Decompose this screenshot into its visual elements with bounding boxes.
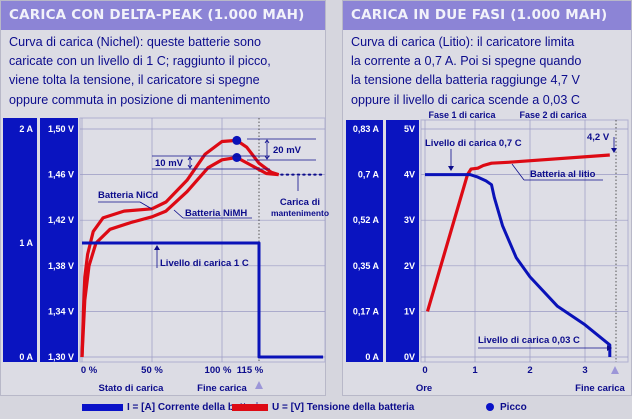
left-description: Curva di carica (Nichel): queste batteri… bbox=[9, 33, 271, 110]
legend-voltage-label: U = [V] Tensione della batteria bbox=[272, 402, 415, 413]
phase2-label: Fase 2 di carica bbox=[519, 110, 587, 120]
arrow-down-icon bbox=[448, 166, 454, 171]
label-10mv: 10 mV bbox=[155, 158, 184, 169]
left-end-label: Fine carica bbox=[197, 383, 247, 394]
desc-line: la tensione della batteria raggiunge 4,7… bbox=[351, 73, 580, 88]
current-tick-label: 0,52 A bbox=[353, 215, 380, 225]
current-tick-label: 0,7 A bbox=[358, 170, 380, 180]
current-tick-label: 0 A bbox=[19, 352, 33, 362]
current-tick-label: 0,35 A bbox=[353, 261, 380, 271]
right-title: CARICA IN DUE FASI (1.000 MAH) bbox=[343, 1, 631, 30]
label-level-003c: Livello di carica 0,03 C bbox=[478, 335, 580, 346]
right-end-label: Fine carica bbox=[575, 383, 625, 394]
left-xlabel: Stato di carica bbox=[99, 383, 165, 394]
current-axis-band bbox=[346, 120, 383, 362]
voltage-tick-label: 3V bbox=[404, 215, 415, 225]
current-axis-band bbox=[3, 118, 37, 362]
desc-line: la corrente a 0,7 A. Poi si spegne quand… bbox=[351, 54, 582, 69]
double-arrow-icon bbox=[264, 139, 270, 160]
x-tick-label: 50 % bbox=[141, 365, 163, 376]
voltage-tick-label: 1,38 V bbox=[48, 261, 74, 271]
peak-point bbox=[232, 153, 242, 162]
delta-peak-chart: 1,50 V 1,46 V 1,42 V 1,38 V 1,34 V 1,30 V 2 A 1… bbox=[3, 117, 326, 376]
desc-line: Curva di carica (Litio): il caricatore l… bbox=[351, 35, 575, 49]
x-tick-label: 0 bbox=[422, 365, 427, 376]
voltage-tick-label: 1,34 V bbox=[48, 306, 74, 316]
voltage-tick-label: 1,30 V bbox=[48, 352, 74, 362]
series-voltage-line bbox=[80, 155, 279, 358]
right-xlabel: Ore bbox=[416, 383, 432, 394]
current-tick-label: 0 A bbox=[365, 352, 379, 362]
label-maintenance-2: mantenimento bbox=[271, 208, 329, 218]
label-nicd: Batteria NiCd bbox=[98, 190, 158, 201]
label-lithium: Batteria al litio bbox=[530, 169, 596, 180]
x-tick-label: 1 bbox=[472, 365, 478, 376]
x-tick-label: 2 bbox=[527, 365, 532, 376]
end-triangle-icon bbox=[611, 366, 619, 374]
x-tick-label: 3 bbox=[582, 365, 587, 376]
voltage-tick-label: 5V bbox=[404, 124, 415, 134]
arrow-up-icon bbox=[154, 245, 160, 250]
label-maintenance-1: Carica di bbox=[280, 197, 320, 208]
series-current-line bbox=[82, 241, 324, 359]
current-tick-label: 1 A bbox=[19, 238, 33, 248]
legend-voltage-swatch bbox=[232, 404, 268, 411]
label-nimh: Batteria NiMH bbox=[185, 208, 247, 219]
desc-line: Curva di carica (Nichel): queste batteri… bbox=[9, 35, 261, 49]
series-voltage-line bbox=[80, 138, 280, 358]
voltage-tick-label: 1,46 V bbox=[48, 170, 74, 180]
legend-current-swatch bbox=[82, 404, 123, 411]
peak-point bbox=[232, 135, 242, 145]
legend-peak-label: Picco bbox=[500, 402, 527, 413]
desc-line: oppure commuta in posizione di mantenime… bbox=[9, 92, 271, 107]
current-tick-label: 2 A bbox=[19, 124, 33, 134]
right-description: Curva di carica (Litio): il caricatore l… bbox=[351, 33, 581, 110]
voltage-tick-label: 1,42 V bbox=[48, 215, 74, 225]
voltage-axis-band bbox=[386, 120, 419, 362]
current-tick-label: 0,17 A bbox=[353, 306, 380, 316]
left-title: CARICA CON DELTA-PEAK (1.000 MAH) bbox=[1, 1, 325, 30]
arrow-down-icon bbox=[611, 148, 617, 153]
label-4-2v: 4,2 V bbox=[587, 132, 610, 143]
legend: I = [A] Corrente della batteria U = [V] … bbox=[0, 402, 632, 416]
voltage-tick-label: 1,50 V bbox=[48, 124, 74, 134]
voltage-tick-label: 1V bbox=[404, 306, 415, 316]
x-tick-label: 100 % bbox=[205, 365, 232, 376]
annotations: Batteria NiCd Batteria NiMH Livello di c… bbox=[98, 110, 626, 394]
desc-line: caricate con un livello di 1 C; raggiunt… bbox=[9, 54, 271, 69]
x-tick-label: 115 % bbox=[237, 365, 264, 376]
voltage-axis-band bbox=[40, 118, 78, 362]
end-triangle-icon bbox=[255, 381, 263, 389]
arrow-right-icon bbox=[607, 345, 612, 351]
desc-line: oppure il livello di carica scende a 0,0… bbox=[351, 92, 580, 107]
double-arrow-icon bbox=[187, 156, 193, 169]
legend-current-label: I = [A] Corrente della batteria bbox=[127, 402, 264, 413]
label-20mv: 20 mV bbox=[273, 145, 302, 156]
x-tick-label: 0 % bbox=[81, 365, 98, 376]
label-level-07c: Livello di carica 0,7 C bbox=[425, 138, 522, 149]
desc-line: viene tolta la tensione, il caricatore s… bbox=[9, 73, 260, 88]
voltage-tick-label: 4V bbox=[404, 170, 415, 180]
current-tick-label: 0,83 A bbox=[353, 124, 380, 134]
voltage-tick-label: 2V bbox=[404, 261, 415, 271]
phase1-label: Fase 1 di carica bbox=[428, 110, 496, 120]
two-phase-chart: 5V 4V 3V 2V 1V 0V 0,83 A 0,7 A 0,52 A 0,35 A 0,17 … bbox=[346, 119, 629, 376]
peak-dot-icon bbox=[486, 403, 494, 411]
voltage-tick-label: 0V bbox=[404, 352, 415, 362]
label-level-1c: Livello di carica 1 C bbox=[160, 258, 249, 269]
series-current-line bbox=[425, 173, 612, 357]
